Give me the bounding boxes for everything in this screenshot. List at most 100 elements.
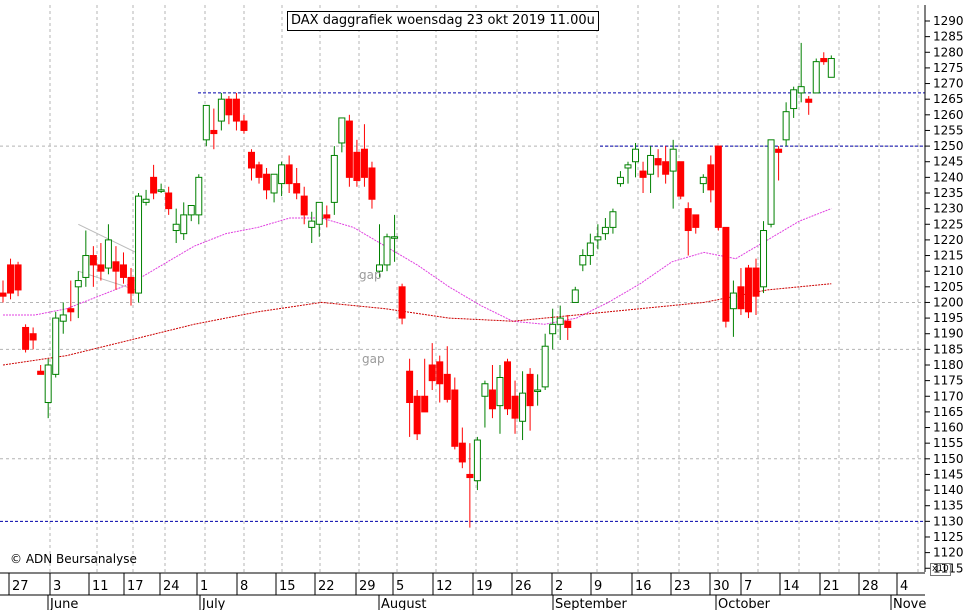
- candle-body: [360, 148, 368, 178]
- candle-down: [654, 149, 662, 178]
- y-tick-label: 1180: [933, 358, 964, 372]
- candle-body: [278, 164, 286, 185]
- candle-up: [202, 104, 210, 147]
- candle-up: [376, 224, 383, 278]
- x-day-label: 26: [515, 579, 532, 594]
- candle-down: [225, 96, 233, 125]
- candle-up: [782, 102, 790, 147]
- candle-up: [52, 311, 60, 378]
- candle-body: [654, 158, 662, 166]
- candle-body: [767, 139, 775, 225]
- candle-down: [398, 283, 406, 325]
- candle-body: [345, 120, 353, 178]
- candle-down: [127, 268, 135, 306]
- candle-up: [729, 280, 737, 337]
- y-tick-label: 1245: [933, 155, 964, 169]
- candle-body: [74, 280, 82, 288]
- candle-body: [247, 151, 255, 169]
- candle-down: [345, 114, 353, 187]
- candle-body: [504, 361, 512, 410]
- candle-body: [240, 120, 248, 131]
- candle-down: [722, 226, 730, 328]
- candle-down: [360, 124, 368, 187]
- x-axis: 27 3 11 17 24 1 8 15 22 29 5 12 19 26 2 9 16 23 30 7 14 21 28 4…: [0, 572, 926, 610]
- candle-body: [104, 239, 112, 269]
- candle-body: [391, 236, 399, 239]
- candle-body: [609, 211, 617, 228]
- y-tick-label: 1225: [933, 217, 964, 231]
- candle-body: [564, 320, 572, 328]
- candle-up: [549, 308, 557, 350]
- candle-body: [684, 208, 692, 232]
- candle-down: [353, 139, 361, 187]
- candle-up: [534, 374, 542, 406]
- candle-body: [805, 98, 813, 103]
- y-tick-label: 1235: [933, 186, 964, 200]
- candle-body: [782, 111, 790, 141]
- candle-body: [481, 383, 489, 397]
- candle-down: [165, 186, 173, 215]
- candle-down: [564, 314, 572, 340]
- x-month-label: October: [718, 597, 771, 610]
- candle-up: [594, 224, 602, 250]
- candle-down: [451, 377, 459, 450]
- candle-down: [112, 246, 120, 290]
- candle-up: [790, 86, 798, 118]
- candle-down: [775, 146, 783, 181]
- x-day-label: 30: [713, 579, 730, 594]
- candle-body: [541, 345, 549, 388]
- y-tick-label: 1280: [933, 45, 964, 59]
- x-day-label: 16: [635, 579, 652, 594]
- x-day-label: 12: [436, 579, 453, 594]
- gap-label-lower: gap: [362, 352, 385, 366]
- y-tick-label: 1250: [933, 139, 964, 153]
- candle-up: [519, 371, 527, 441]
- candle-body: [308, 220, 316, 228]
- candle-down: [232, 92, 240, 131]
- candle-body: [323, 214, 331, 219]
- candle-body: [376, 264, 383, 272]
- candle-down: [67, 280, 75, 322]
- candle-body: [534, 389, 542, 393]
- gap-label-upper: gap: [359, 268, 382, 282]
- candle-up: [217, 92, 225, 131]
- channel-line: [78, 223, 137, 253]
- candle-body: [752, 267, 760, 297]
- candle-down: [7, 258, 15, 300]
- candle-body: [473, 439, 481, 482]
- x-month-label: August: [381, 597, 427, 610]
- candle-body: [466, 473, 474, 479]
- candle-body: [82, 255, 90, 278]
- x-day-label: 3: [53, 579, 61, 594]
- candle-body: [556, 317, 564, 325]
- candle-down: [255, 161, 263, 184]
- candle-body: [579, 255, 587, 266]
- y-tick-label: 1265: [933, 92, 964, 106]
- candle-up: [632, 142, 640, 178]
- y-tick-label: 1160: [933, 421, 964, 435]
- candle-body: [827, 58, 835, 78]
- candle-body: [511, 395, 519, 419]
- candle-up: [616, 171, 624, 187]
- y-tick-label: 1140: [933, 483, 964, 497]
- y-tick-label: 1255: [933, 123, 964, 137]
- candle-down: [37, 364, 45, 375]
- x-month-label: July: [201, 597, 226, 610]
- y-tick-label: 1165: [933, 405, 964, 419]
- candle-up: [187, 205, 195, 222]
- candle-body: [67, 308, 75, 313]
- y-tick-label: 1185: [933, 342, 964, 356]
- candle-body: [119, 264, 127, 278]
- y-tick-label: 1190: [933, 327, 964, 341]
- y-tick-label: 1220: [933, 233, 964, 247]
- y-tick-label: 1215: [933, 249, 964, 263]
- candle-up: [609, 208, 617, 234]
- chart-title: DAX daggrafiek woensdag 23 okt 2019 11.0…: [287, 11, 599, 31]
- candle-up: [812, 58, 820, 94]
- candle-body: [586, 242, 594, 257]
- candle-down: [511, 380, 519, 434]
- x-month-label: Nove: [893, 597, 926, 610]
- x-day-label: 5: [396, 579, 404, 594]
- candle-up: [315, 201, 323, 237]
- candle-up: [647, 146, 655, 193]
